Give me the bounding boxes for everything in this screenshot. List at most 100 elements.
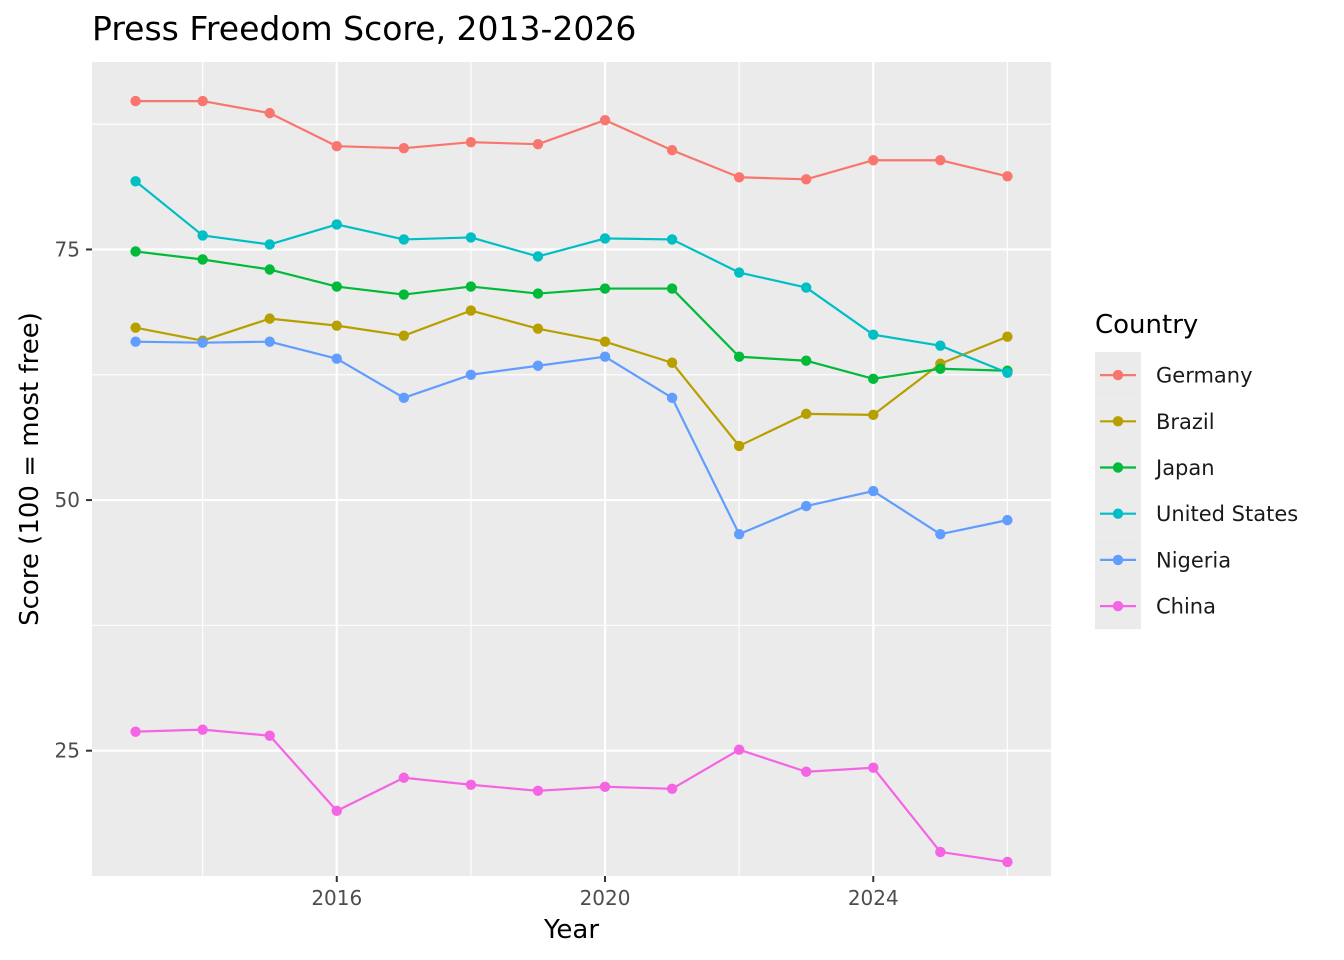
- data-point-germany: [398, 143, 410, 154]
- data-point-china: [130, 726, 141, 737]
- data-point-china: [264, 730, 275, 741]
- series-line-nigeria: [135, 340, 1008, 536]
- data-point-brazil: [868, 409, 879, 421]
- y-tick-label: 50: [55, 488, 80, 512]
- data-point-united-states: [801, 282, 812, 293]
- y-tick-label: 25: [55, 739, 80, 763]
- data-point-germany: [130, 95, 141, 107]
- legend-key-point: [1112, 369, 1124, 381]
- legend-key-point: [1112, 462, 1124, 473]
- data-point-china: [398, 772, 410, 783]
- series-brazil: [130, 305, 1013, 452]
- series-layer: [130, 95, 1013, 868]
- legend-title: Country: [1095, 310, 1198, 340]
- data-point-china: [868, 762, 879, 773]
- legend-item-united-states: United States: [1095, 490, 1298, 537]
- data-point-nigeria: [868, 485, 879, 497]
- series-united-states: [130, 176, 1013, 378]
- data-point-united-states: [398, 234, 410, 245]
- data-point-nigeria: [130, 336, 141, 347]
- y-axis-title: Score (100 = most free): [15, 312, 45, 626]
- data-point-china: [197, 724, 208, 735]
- plot-panel: [92, 62, 1051, 876]
- legend-item-china: China: [1095, 583, 1216, 630]
- data-point-germany: [331, 141, 342, 152]
- data-point-united-states: [465, 232, 477, 243]
- data-point-nigeria: [666, 392, 678, 404]
- data-point-japan: [465, 281, 477, 292]
- data-point-germany: [801, 174, 812, 185]
- data-point-germany: [935, 155, 946, 166]
- legend-item-japan: Japan: [1095, 444, 1215, 491]
- data-point-china: [1002, 856, 1013, 868]
- legend-label: Germany: [1156, 364, 1253, 388]
- data-point-nigeria: [532, 360, 544, 371]
- y-tick-label: 75: [55, 237, 80, 261]
- data-point-united-states: [264, 239, 275, 250]
- data-point-japan: [801, 355, 812, 366]
- data-point-brazil: [1002, 331, 1013, 342]
- legend-label: Japan: [1154, 456, 1215, 480]
- series-china: [130, 724, 1013, 868]
- data-point-china: [733, 744, 745, 755]
- data-point-united-states: [599, 233, 611, 244]
- data-point-united-states: [532, 251, 544, 262]
- data-point-brazil: [130, 322, 141, 333]
- data-point-china: [666, 783, 678, 794]
- data-point-china: [331, 805, 342, 817]
- y-axis-tick-labels: 25 50 75: [55, 237, 80, 762]
- data-point-united-states: [666, 234, 678, 245]
- data-point-japan: [666, 283, 678, 294]
- data-point-germany: [666, 145, 678, 156]
- data-point-china: [935, 846, 946, 858]
- data-point-japan: [331, 281, 342, 292]
- data-point-united-states: [197, 230, 208, 241]
- data-point-nigeria: [935, 528, 946, 540]
- x-axis-tick-labels: 2016 2020 2024: [311, 886, 898, 910]
- data-point-china: [532, 785, 544, 796]
- data-point-united-states: [868, 329, 879, 340]
- x-tick-label: 2016: [311, 886, 362, 910]
- data-point-nigeria: [331, 353, 342, 364]
- x-tick-label: 2024: [848, 886, 899, 910]
- data-point-united-states: [935, 340, 946, 351]
- legend: Country Germany Brazil Japan United States N…: [1095, 310, 1298, 630]
- data-point-nigeria: [599, 351, 611, 362]
- data-point-united-states: [733, 267, 745, 278]
- data-point-brazil: [733, 440, 745, 452]
- axis-ticks: [86, 248, 875, 882]
- series-germany: [130, 95, 1013, 185]
- x-axis-title: Year: [543, 915, 599, 945]
- major-gridlines: [92, 62, 1051, 876]
- data-point-germany: [532, 139, 544, 150]
- minor-gridlines: [92, 62, 1051, 876]
- data-point-brazil: [599, 336, 611, 347]
- legend-key-point: [1112, 508, 1124, 519]
- data-point-china: [465, 779, 477, 790]
- legend-items: Germany Brazil Japan United States Nigeria Ch…: [1095, 352, 1298, 630]
- data-point-japan: [599, 283, 611, 294]
- data-point-brazil: [264, 313, 275, 324]
- data-point-germany: [197, 95, 208, 107]
- data-point-nigeria: [801, 500, 812, 512]
- data-point-china: [801, 766, 812, 777]
- data-point-germany: [733, 172, 745, 183]
- data-point-nigeria: [733, 528, 745, 540]
- data-point-nigeria: [197, 337, 208, 348]
- series-nigeria: [130, 336, 1013, 540]
- series-line-germany: [135, 99, 1008, 181]
- data-point-germany: [868, 155, 879, 166]
- data-point-japan: [398, 289, 410, 300]
- legend-label: Nigeria: [1156, 548, 1231, 572]
- data-point-japan: [130, 246, 141, 257]
- data-point-japan: [935, 363, 946, 374]
- series-line-japan: [135, 250, 1008, 380]
- series-japan: [130, 246, 1013, 384]
- series-line-brazil: [135, 309, 1008, 448]
- x-tick-label: 2020: [580, 886, 631, 910]
- chart-title: Press Freedom Score, 2013-2026: [92, 9, 636, 48]
- legend-key-point: [1112, 554, 1124, 566]
- series-line-united-states: [134, 180, 1008, 374]
- series-line-china: [135, 728, 1008, 864]
